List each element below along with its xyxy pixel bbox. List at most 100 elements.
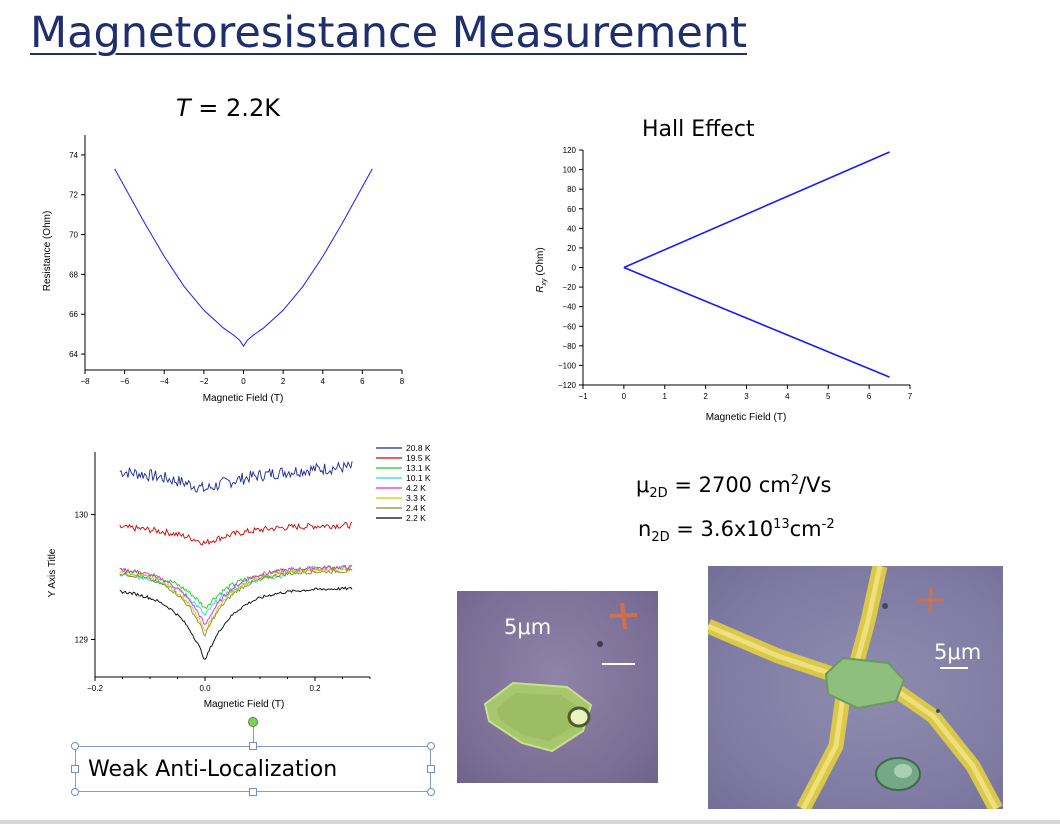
mr-xlabel: Magnetic Field (T) [203, 393, 284, 404]
hall-chart: −1 0 1 2 3 4 5 6 7 120 100 80 60 40 20 0 −20 −40 −60 −80 −10… [535, 146, 913, 423]
hall-x-tick-label: 5 [826, 392, 831, 401]
hall-x-tick-label: −1 [578, 392, 588, 401]
hall-y-tick-label: 0 [572, 264, 577, 273]
mr-ylabel: Resistance (Ohm) [42, 211, 53, 292]
density-unit: cm [789, 517, 822, 541]
hall-x-tick-label: 4 [785, 392, 790, 401]
mr-chart-title-italic: T [176, 94, 191, 122]
flake-scale-bar [602, 663, 635, 665]
resize-handle-top[interactable] [249, 742, 257, 750]
hall-x-tick-label: 7 [908, 392, 913, 401]
wal-series-line [119, 461, 353, 493]
mr-x-tick-label: −4 [160, 377, 170, 386]
resize-handle-top-right[interactable] [427, 742, 435, 750]
mobility-sub: 2D [649, 486, 668, 502]
hall-x-tick-label: 2 [703, 392, 708, 401]
mr-chart-title: T = 2.2K [176, 94, 280, 122]
wal-x-tick-label: −0.2 [87, 684, 103, 693]
density-stat: n2D = 3.6x1013cm-2 [638, 517, 835, 545]
density-sup: 13 [773, 517, 790, 532]
wal-series-line [119, 521, 353, 546]
wal-chart: −0.2 0.0 0.2 130 129 20.8 K19.5 K13.1 K10.1 … [47, 443, 431, 710]
wal-series-line [119, 564, 353, 610]
hall-y-tick-label: −40 [562, 303, 576, 312]
density-unit-sup: -2 [821, 517, 835, 532]
hall-chart-title: Hall Effect [642, 117, 755, 142]
flake-micrograph: 5μm [457, 591, 658, 783]
resize-handle-top-left[interactable] [71, 742, 79, 750]
mr-x-tick-label: 2 [281, 377, 286, 386]
textbox-text[interactable]: Weak Anti-Localization [88, 757, 338, 782]
resize-handle-bottom-right[interactable] [427, 788, 435, 796]
hall-x-tick-label: 1 [663, 392, 668, 401]
mr-x-tick-label: 8 [400, 377, 405, 386]
wal-series-line [119, 586, 353, 660]
hall-xlabel: Magnetic Field (T) [706, 412, 787, 423]
device-scale-label: 5μm [934, 640, 982, 664]
mr-chart-title-rest: = 2.2K [190, 94, 280, 122]
wal-xlabel: Magnetic Field (T) [204, 699, 285, 710]
mobility-stat: μ2D = 2700 cm2/Vs [636, 473, 831, 501]
hall-y-tick-label: −20 [562, 283, 576, 292]
hall-ylabel-unit: (Ohm) [535, 247, 546, 278]
device-image [708, 566, 1003, 809]
wal-legend-label: 20.8 K [406, 443, 431, 453]
wal-y-tick-label: 129 [75, 636, 89, 645]
wal-legend-label: 4.2 K [406, 483, 426, 493]
hall-y-tick-label: 40 [567, 224, 576, 233]
mobility-value: = 2700 cm [667, 473, 791, 497]
wal-x-tick-label: 0.0 [199, 684, 211, 693]
weak-antilocalization-textbox[interactable]: Weak Anti-Localization [75, 746, 431, 792]
wal-legend-label: 2.2 K [406, 513, 426, 523]
device-scale-bar [940, 667, 968, 669]
resize-handle-right[interactable] [427, 765, 435, 773]
resize-handle-bottom-left[interactable] [71, 788, 79, 796]
mr-series-line [114, 168, 373, 348]
mr-y-tick-label: 66 [69, 310, 78, 319]
wal-ylabel: Y Axis Title [47, 548, 58, 597]
wal-legend-label: 13.1 K [406, 463, 431, 473]
hall-y-tick-label: 120 [563, 146, 577, 155]
hall-x-tick-label: 3 [744, 392, 749, 401]
hall-y-tick-label: −60 [562, 322, 576, 331]
hall-y-tick-label: −80 [562, 342, 576, 351]
hall-ylabel-main: R [535, 285, 546, 292]
wal-series-line [119, 567, 353, 632]
rotation-stem [253, 727, 254, 746]
hall-y-tick-label: 100 [563, 166, 577, 175]
hall-y-tick-label: 20 [567, 244, 576, 253]
mr-x-tick-label: −8 [80, 377, 90, 386]
hall-ylabel-sub: xy [541, 278, 548, 287]
mr-y-tick-label: 68 [69, 270, 78, 279]
mobility-sup: 2 [790, 473, 800, 488]
wal-y-tick-label: 130 [75, 511, 89, 520]
rotation-handle[interactable] [248, 717, 258, 727]
mr-y-tick-label: 74 [69, 151, 78, 160]
hall-x-tick-label: 6 [867, 392, 872, 401]
flake-image [483, 602, 638, 753]
mobility-symbol: μ [636, 473, 650, 497]
wal-legend-label: 10.1 K [406, 473, 431, 483]
mobility-unit: /Vs [799, 473, 832, 497]
slide-title: Magnetoresistance Measurement [30, 8, 747, 58]
mr-x-tick-label: −6 [120, 377, 130, 386]
device-micrograph: 5μm [708, 566, 1003, 809]
wal-x-tick-label: 0.2 [309, 684, 321, 693]
hall-y-tick-label: −100 [558, 361, 577, 370]
slide-bottom-edge [0, 820, 1060, 824]
mr-x-tick-label: 4 [321, 377, 326, 386]
hall-x-tick-label: 0 [622, 392, 627, 401]
resize-handle-bottom[interactable] [249, 788, 257, 796]
wal-series-line [119, 571, 287, 617]
mr-x-tick-label: 6 [360, 377, 365, 386]
resize-handle-left[interactable] [71, 765, 79, 773]
hall-y-tick-label: 60 [567, 205, 576, 214]
hall-ylabel: Rxy (Ohm) [535, 247, 548, 292]
wal-legend: 20.8 K19.5 K13.1 K10.1 K4.2 K3.3 K2.4 K2… [376, 443, 431, 523]
density-symbol: n [638, 517, 652, 541]
mr-y-tick-label: 72 [69, 191, 78, 200]
flake-scale-label: 5μm [504, 615, 552, 639]
mr-x-tick-label: −2 [199, 377, 209, 386]
mr-x-tick-label: 0 [241, 377, 246, 386]
hall-series-positive [623, 151, 890, 269]
